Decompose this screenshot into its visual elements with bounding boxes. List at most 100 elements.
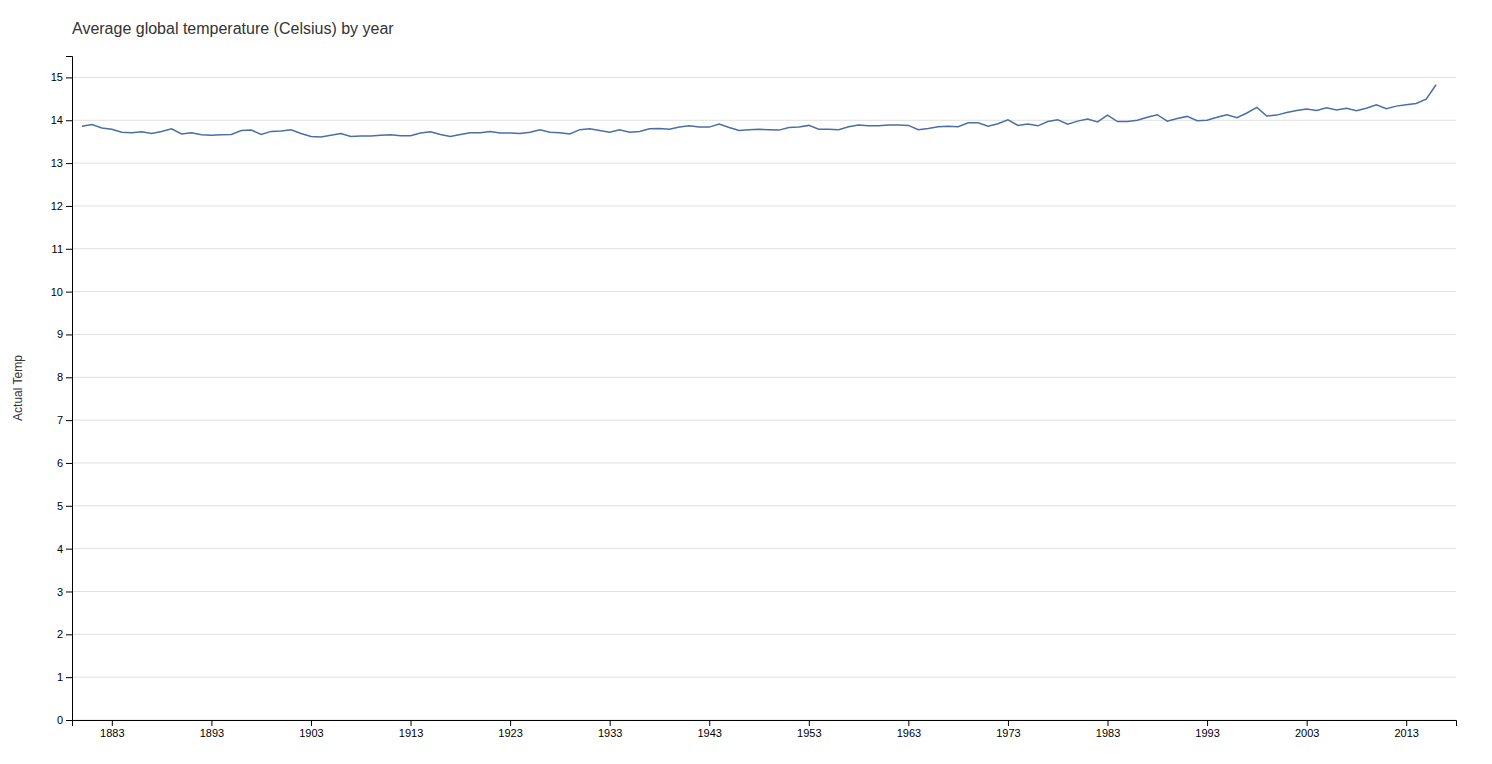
tick: 1893 bbox=[200, 720, 224, 739]
tick: 14 bbox=[51, 114, 72, 126]
grid-line bbox=[72, 634, 1456, 635]
tick-label: 9 bbox=[57, 328, 63, 340]
tick-mark bbox=[411, 720, 412, 726]
grid-line bbox=[72, 505, 1456, 506]
axis-line bbox=[66, 57, 73, 721]
title: Average global temperature (Celsius) by … bbox=[72, 20, 394, 37]
tick-mark bbox=[66, 292, 72, 293]
tick-mark bbox=[66, 463, 72, 464]
tick-label: 1923 bbox=[498, 727, 522, 739]
tick-label: 11 bbox=[52, 243, 63, 255]
tick-mark bbox=[66, 677, 72, 678]
tick-mark bbox=[66, 377, 72, 378]
tick: 1933 bbox=[598, 720, 622, 739]
plot: 1883189319031913192319331943195319631973… bbox=[51, 57, 1457, 739]
tick: 1903 bbox=[299, 720, 323, 739]
tick-mark bbox=[1307, 720, 1308, 726]
tick: 5 bbox=[57, 500, 72, 512]
tick-label: 1883 bbox=[100, 727, 124, 739]
tick-label: 1953 bbox=[797, 727, 821, 739]
tick-label: 1933 bbox=[598, 727, 622, 739]
tick-label: 13 bbox=[51, 157, 63, 169]
grid-line bbox=[72, 163, 1456, 164]
grid-line bbox=[72, 334, 1456, 335]
tick-label: 7 bbox=[57, 414, 63, 426]
grid bbox=[72, 77, 1456, 720]
tick-mark bbox=[66, 420, 72, 421]
y-axis: 0123456789101112131415 bbox=[51, 57, 73, 727]
tick: 1953 bbox=[797, 720, 821, 739]
tick-label: 12 bbox=[51, 200, 63, 212]
tick: 10 bbox=[51, 286, 72, 298]
tick-mark bbox=[112, 720, 113, 726]
tick-label: 6 bbox=[57, 457, 63, 469]
tick-mark bbox=[809, 720, 810, 726]
tick-mark bbox=[66, 120, 72, 121]
tick: 3 bbox=[57, 586, 72, 598]
grid-line bbox=[72, 77, 1456, 78]
tick-mark bbox=[66, 249, 72, 250]
tick-mark bbox=[1008, 720, 1009, 726]
tick-label: 0 bbox=[57, 714, 63, 726]
tick-mark bbox=[66, 720, 72, 721]
tick-label: 14 bbox=[51, 114, 63, 126]
tick-label: 2 bbox=[57, 628, 63, 640]
tick-mark bbox=[610, 720, 611, 726]
tick: 1983 bbox=[1096, 720, 1120, 739]
tick-label: 1893 bbox=[200, 727, 224, 739]
tick-label: 1993 bbox=[1195, 727, 1219, 739]
tick-mark bbox=[66, 634, 72, 635]
tick-mark bbox=[1207, 720, 1208, 726]
tick-label: 4 bbox=[57, 543, 63, 555]
tick-label: 5 bbox=[57, 500, 63, 512]
grid-line bbox=[72, 248, 1456, 249]
grid-line bbox=[72, 291, 1456, 292]
tick-label: 10 bbox=[51, 286, 63, 298]
y-axis-label: Actual Temp bbox=[11, 355, 25, 421]
tick: 1923 bbox=[498, 720, 522, 739]
line bbox=[82, 85, 1436, 137]
tick-label: 2013 bbox=[1394, 727, 1418, 739]
tick: 1943 bbox=[697, 720, 721, 739]
tick-label: 1903 bbox=[299, 727, 323, 739]
tick-mark bbox=[66, 591, 72, 592]
tick-label: 2003 bbox=[1295, 727, 1319, 739]
tick-label: 1913 bbox=[399, 727, 423, 739]
grid-line bbox=[72, 677, 1456, 678]
x-axis: 1883 1893 1903 1913 1923 1933 1943 1953 1963 1973… bbox=[73, 720, 1457, 739]
marks bbox=[82, 85, 1436, 137]
tick-mark bbox=[1108, 720, 1109, 726]
tick-label: 1963 bbox=[897, 727, 921, 739]
axis-line bbox=[73, 721, 1457, 727]
grid-line bbox=[72, 548, 1456, 549]
tick: 12 bbox=[51, 200, 72, 212]
tick-label: 1943 bbox=[697, 727, 721, 739]
tick-mark bbox=[908, 720, 909, 726]
tick: 11 bbox=[52, 243, 72, 255]
tick: 1883 bbox=[100, 720, 124, 739]
grid-line bbox=[72, 120, 1456, 121]
tick-mark bbox=[66, 506, 72, 507]
tick-label: 8 bbox=[57, 371, 63, 383]
tick-label: 1 bbox=[57, 671, 63, 683]
tick: 6 bbox=[57, 457, 72, 469]
tick: 1993 bbox=[1195, 720, 1219, 739]
tick-mark bbox=[1406, 720, 1407, 726]
tick-mark bbox=[211, 720, 212, 726]
tick-label: 15 bbox=[51, 71, 63, 83]
tick: 1963 bbox=[897, 720, 921, 739]
grid-line bbox=[72, 205, 1456, 206]
tick-mark bbox=[66, 334, 72, 335]
tick-mark bbox=[709, 720, 710, 726]
tick-mark bbox=[311, 720, 312, 726]
tick-label: 1973 bbox=[996, 727, 1020, 739]
tick: 2 bbox=[57, 628, 72, 640]
tick: 13 bbox=[51, 157, 72, 169]
tick: 7 bbox=[57, 414, 72, 426]
grid-line bbox=[72, 420, 1456, 421]
tick: 0 bbox=[57, 714, 72, 726]
tick: 9 bbox=[57, 328, 72, 340]
tick: 1913 bbox=[399, 720, 423, 739]
grid-line bbox=[72, 377, 1456, 378]
tick-label: 3 bbox=[57, 586, 63, 598]
